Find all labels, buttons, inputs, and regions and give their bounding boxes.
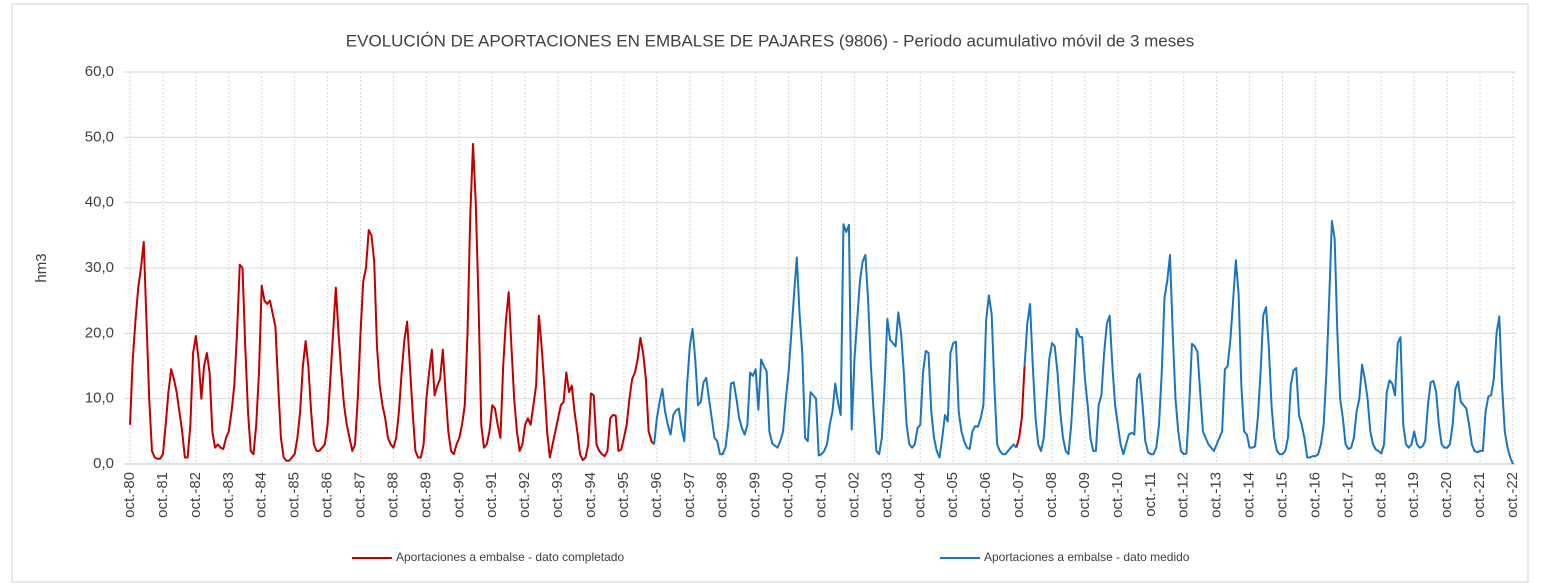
x-tick-label: oct.-92 [516,472,533,518]
x-tick-label: oct.-82 [187,472,204,518]
legend-label: Aportaciones a embalse - dato completado [396,550,624,564]
x-tick-label: oct.-91 [483,472,500,518]
x-tick-label: oct.-18 [1372,472,1389,518]
x-tick-label: oct.-99 [747,472,764,518]
x-tick-label: oct.-06 [977,472,994,518]
x-tick-label: oct.-10 [1109,472,1126,518]
y-tick-label: 30,0 [85,259,114,276]
x-tick-label: oct.-09 [1076,472,1093,518]
y-tick-label: 10,0 [85,390,114,407]
x-tick-label: oct.-89 [417,472,434,518]
x-tick-label: oct.-01 [812,472,829,518]
grid: 0,0 10,0 20,0 30,0 40,0 50,0 60,0 oct.-80 oct.-8… [85,63,1521,518]
chart-title: EVOLUCIÓN DE APORTACIONES EN EMBALSE DE … [346,31,1194,50]
x-tick-label: oct.-93 [549,472,566,518]
legend: Aportaciones a embalse - dato completado… [352,550,1190,564]
x-tick-label: oct.-03 [878,472,895,518]
y-tick-label: 50,0 [85,128,114,145]
series-line [129,142,655,462]
x-tick-label: oct.-84 [253,472,270,518]
x-tick-label: oct.-14 [1241,472,1258,518]
y-tick-label: 20,0 [85,324,114,341]
x-tick-label: oct.-04 [911,472,928,518]
x-tick-label: oct.-83 [220,472,237,518]
x-tick-label: oct.-21 [1471,472,1488,518]
y-tick-label: 60,0 [85,63,114,80]
x-tick-label: oct.-90 [450,472,467,518]
x-tick-label: oct.-12 [1175,472,1192,518]
x-tick-label: oct.-15 [1273,472,1290,518]
x-tick-label: oct.-95 [615,472,632,518]
x-tick-label: oct.-86 [319,472,336,518]
x-tick-label: oct.-97 [681,472,698,518]
x-tick-label: oct.-05 [944,472,961,518]
x-tick-label: oct.-17 [1339,472,1356,518]
y-axis-label: hm3 [33,253,50,282]
legend-label: Aportaciones a embalse - dato medido [984,550,1190,564]
y-tick-label: 40,0 [85,194,114,211]
plot [129,142,1514,465]
x-tick-label: oct.-22 [1504,472,1521,518]
series-line [1023,219,1514,465]
x-tick-label: oct.-87 [351,472,368,518]
x-tick-label: oct.-00 [780,472,797,518]
x-tick-label: oct.-08 [1043,472,1060,518]
x-tick-label: oct.-80 [121,472,138,518]
x-tick-label: oct.-13 [1208,472,1225,518]
x-tick-label: oct.-85 [286,472,303,518]
x-tick-label: oct.-88 [384,472,401,518]
x-tick-label: oct.-02 [845,472,862,518]
x-tick-label: oct.-11 [1142,472,1159,517]
x-tick-label: oct.-81 [154,472,171,518]
x-tick-label: oct.-16 [1306,472,1323,518]
series-line [653,223,1018,459]
x-tick-label: oct.-96 [648,472,665,518]
x-tick-label: oct.-20 [1438,472,1455,518]
series-line [1015,365,1026,448]
x-tick-label: oct.-07 [1010,472,1027,518]
y-tick-label: 0,0 [93,455,114,472]
chart-frame [11,3,1529,583]
x-tick-label: oct.-94 [582,472,599,518]
x-tick-label: oct.-98 [714,472,731,518]
x-tick-label: oct.-19 [1405,472,1422,518]
